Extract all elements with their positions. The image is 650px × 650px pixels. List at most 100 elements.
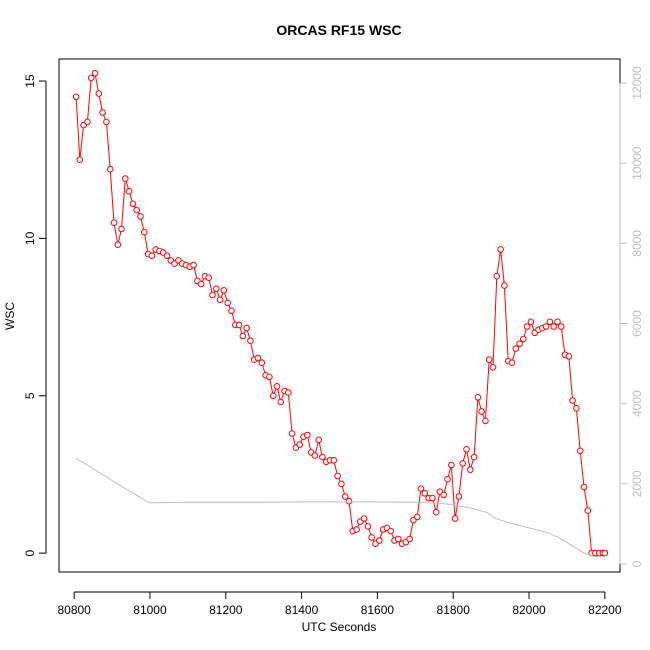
wsc-data-point xyxy=(288,430,296,437)
wsc-data-point xyxy=(148,252,156,259)
wsc-data-point xyxy=(580,483,588,491)
wsc-data-point xyxy=(304,431,311,439)
wsc-data-point xyxy=(429,494,436,502)
wsc-data-point xyxy=(209,291,216,299)
y2-tick-label: 4000 xyxy=(630,390,644,417)
wsc-data-point xyxy=(565,353,573,360)
wsc-data-point xyxy=(216,296,224,304)
plot-frame xyxy=(58,58,621,573)
wsc-data-point xyxy=(523,323,531,330)
wsc-data-point xyxy=(550,323,558,330)
wsc-data-point xyxy=(576,447,584,455)
wsc-data-point xyxy=(387,527,395,535)
wsc-data-point xyxy=(296,441,304,448)
x-tick-label: 81200 xyxy=(209,603,243,617)
wsc-data-point xyxy=(273,383,281,390)
x-tick-label: 82200 xyxy=(588,603,622,617)
wsc-data-point xyxy=(91,69,99,77)
wsc-data-point xyxy=(247,337,254,345)
wsc-data-point xyxy=(122,175,129,182)
wsc-data-point xyxy=(478,408,485,415)
y2-tick-label: 6000 xyxy=(630,310,644,337)
wsc-data-point xyxy=(341,493,349,500)
wsc-data-point xyxy=(463,446,470,453)
wsc-data-point xyxy=(118,225,125,233)
wsc-data-point xyxy=(277,398,285,406)
wsc-data-point xyxy=(137,213,144,220)
wsc-data-point xyxy=(338,480,345,488)
wsc-data-point xyxy=(360,515,368,522)
wsc-data-point xyxy=(542,323,550,330)
wsc-data-point xyxy=(508,359,516,367)
wsc-data-point xyxy=(557,323,565,330)
wsc-data-point xyxy=(311,452,319,459)
x-tick-label: 81800 xyxy=(437,603,471,617)
wsc-data-point xyxy=(269,392,277,400)
wsc-data-point xyxy=(197,280,205,288)
wsc-data-point xyxy=(114,241,122,248)
wsc-data-point xyxy=(482,417,489,425)
wsc-data-point xyxy=(485,356,493,363)
wsc-data-point xyxy=(440,491,448,499)
wsc-data-point xyxy=(254,354,262,362)
wsc-data-point xyxy=(319,453,326,461)
x-tick-label: 81000 xyxy=(133,603,167,617)
wsc-data-point xyxy=(455,493,463,500)
wsc-data-point xyxy=(432,508,440,516)
wsc-data-point xyxy=(584,507,592,514)
wsc-data-point xyxy=(601,549,609,557)
wsc-data-point xyxy=(421,490,429,497)
wsc-data-point xyxy=(546,318,554,326)
x-axis: 80800 81000 81200 81400 81600 81800 82000 82200 xyxy=(57,591,622,617)
y-axis-right: 0 2000 4000 6000 8000 10000 12000 xyxy=(619,66,644,567)
wsc-data-point xyxy=(228,307,235,315)
wsc-data-point xyxy=(459,460,467,467)
wsc-data-point xyxy=(395,535,402,543)
wsc-data-point xyxy=(489,364,497,371)
y2-tick-label: 0 xyxy=(630,560,644,567)
wsc-data-point xyxy=(243,324,250,332)
wsc-data-point xyxy=(554,318,561,326)
wsc-data-point xyxy=(512,345,520,352)
x-tick-label: 81400 xyxy=(285,603,319,617)
wsc-data-point xyxy=(258,359,266,367)
wsc-data-point xyxy=(205,274,212,282)
wsc-data-point xyxy=(315,436,323,444)
wsc-data-point xyxy=(345,497,353,505)
y-tick-label: 15 xyxy=(23,74,37,88)
wsc-data-point xyxy=(76,156,84,163)
wsc-data-point xyxy=(527,318,535,326)
y2-tick-label: 8000 xyxy=(630,230,644,257)
x-tick-label: 80800 xyxy=(57,603,91,617)
wsc-data-point xyxy=(413,513,421,521)
wsc-data-point xyxy=(87,74,95,82)
secondary-series-line xyxy=(75,458,605,558)
wsc-data-point xyxy=(467,466,474,474)
series-layer xyxy=(72,69,609,558)
wsc-data-point xyxy=(72,93,80,101)
wsc-data-point xyxy=(368,534,376,541)
wsc-data-point xyxy=(106,165,114,173)
wsc-data-point xyxy=(84,118,91,126)
y2-tick-label: 12000 xyxy=(630,66,644,100)
wsc-data-point xyxy=(474,394,482,401)
y-axis-left: 0 5 10 15 xyxy=(23,74,47,556)
wsc-data-point xyxy=(220,287,228,294)
wsc-data-point xyxy=(133,206,140,214)
wsc-data-point xyxy=(417,485,425,492)
wsc-data-point xyxy=(406,535,413,543)
wsc-data-point xyxy=(129,200,137,208)
y-tick-label: 0 xyxy=(23,549,37,556)
wsc-data-point xyxy=(235,321,243,329)
wsc-data-point xyxy=(520,335,527,343)
y-tick-label: 5 xyxy=(23,392,37,399)
wsc-data-point xyxy=(573,405,580,412)
wsc-data-point xyxy=(190,261,197,269)
wsc-data-point xyxy=(569,397,576,404)
wsc-data-point xyxy=(451,515,459,522)
wsc-data-point xyxy=(213,285,220,293)
wsc-data-point xyxy=(99,109,106,116)
y2-tick-label: 2000 xyxy=(630,470,644,497)
y-axis-title: WSC xyxy=(3,302,17,330)
